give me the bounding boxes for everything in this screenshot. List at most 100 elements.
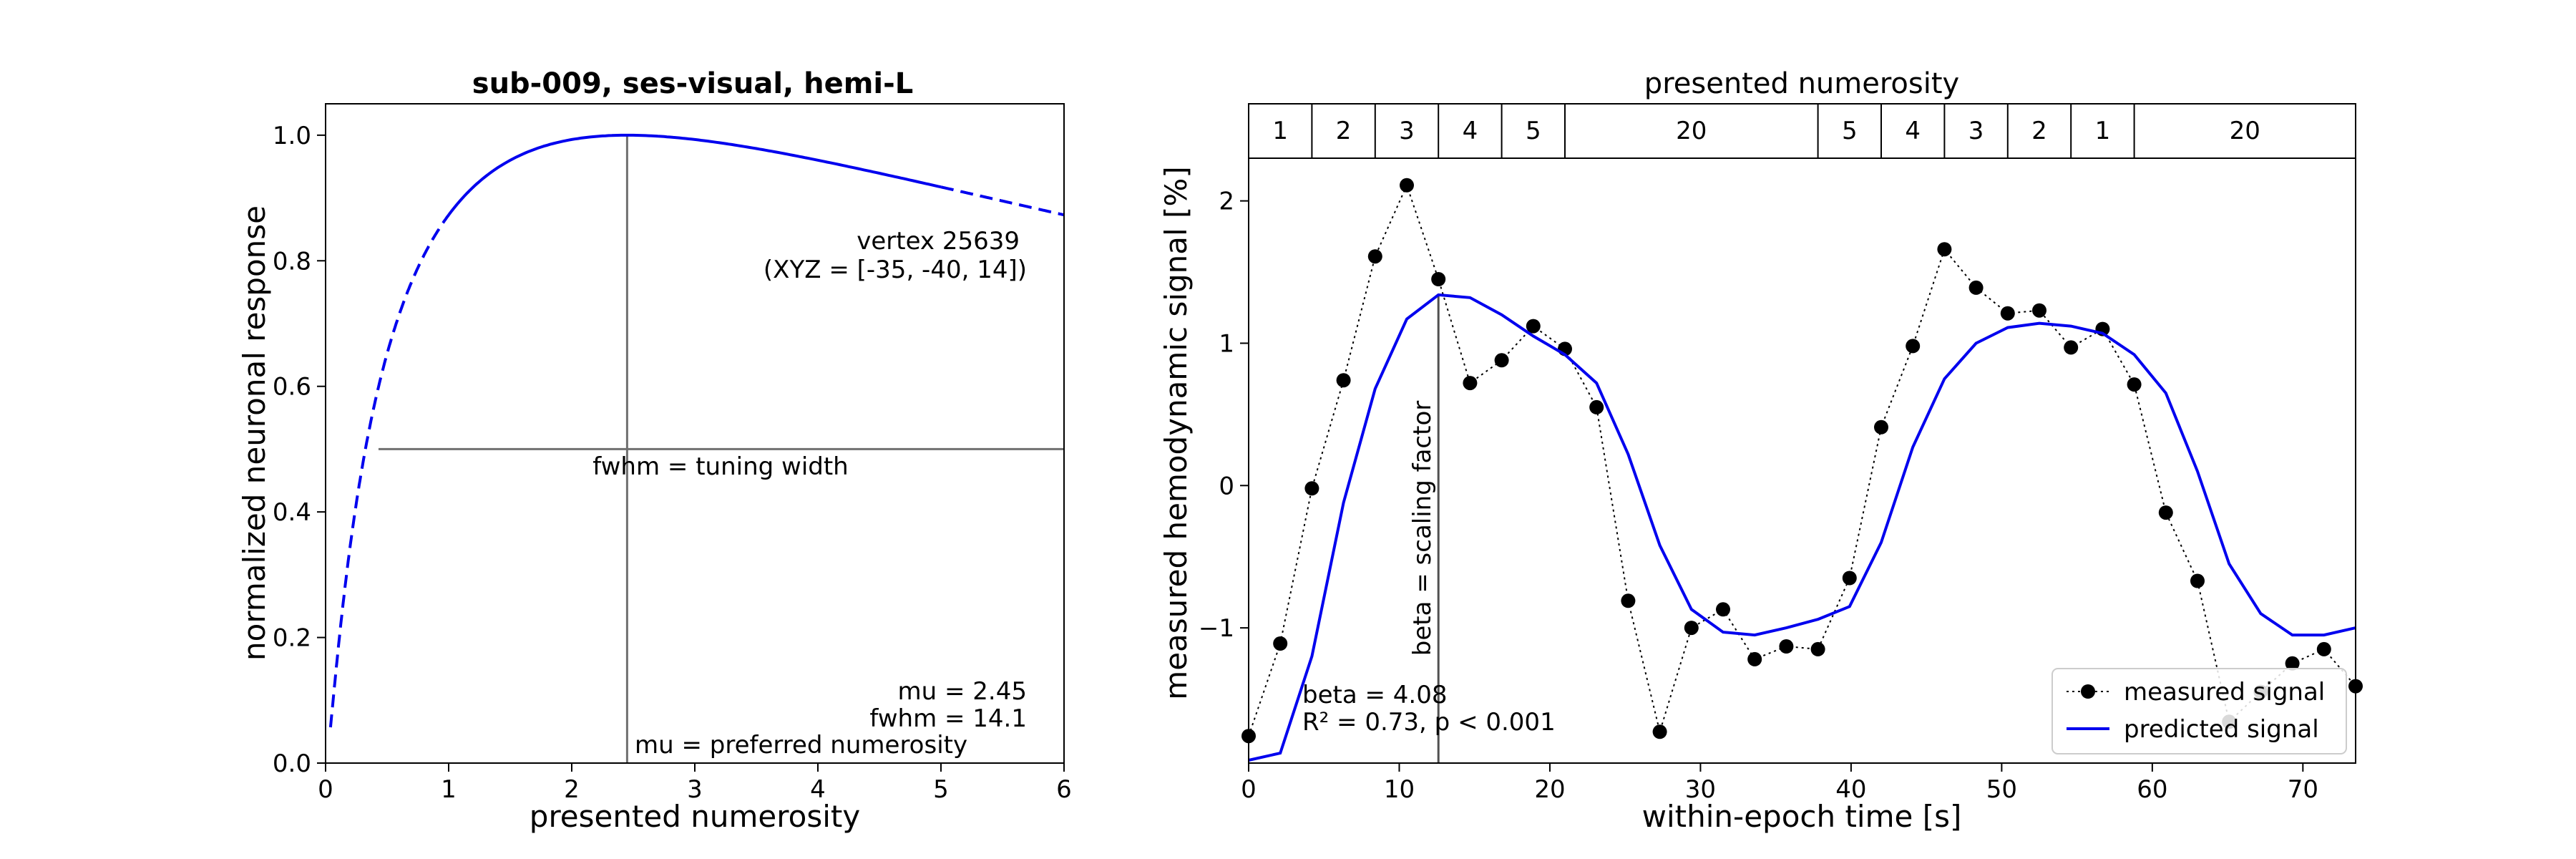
left-y-tick-label: 0.0 [273, 749, 311, 778]
legend-box [2051, 668, 2347, 754]
right-x-tick-label: 0 [1241, 775, 1257, 804]
measured-signal-point [1652, 724, 1667, 739]
measured-signal-point [1937, 242, 1952, 257]
left-x-tick-label: 5 [933, 775, 949, 804]
left-y-tick-label: 0.8 [273, 247, 311, 276]
right-x-ticks: 0 10 20 30 40 50 60 70 [1241, 763, 2318, 804]
right-y-tick-label: 1 [1219, 329, 1234, 358]
measured-signal-point [1431, 272, 1446, 286]
measured-signal-point [1400, 178, 1414, 193]
numerosity-block-label: 20 [2230, 117, 2260, 145]
measured-signal-point [2285, 656, 2300, 671]
measured-signal-line [1248, 183, 2356, 737]
measured-signal-points [1241, 178, 2363, 744]
measured-signal-point [1526, 319, 1541, 334]
measured-signal-point [1494, 353, 1509, 368]
right-x-tick-label: 30 [1685, 775, 1716, 804]
measured-signal-point [1747, 651, 1762, 666]
numerosity-block-label: 2 [2031, 117, 2047, 145]
fwhm-value: fwhm = 14.1 [869, 704, 1027, 733]
left-y-tick-label: 0.6 [273, 373, 311, 402]
measured-signal-point [2000, 306, 2015, 321]
numerosity-block-label: 3 [1968, 117, 1984, 145]
legend-measured-swatch-marker [2081, 684, 2095, 699]
numerosity-block-label: 4 [1463, 117, 1478, 145]
right-x-tick-label: 40 [1835, 775, 1866, 804]
measured-signal-point [2064, 340, 2079, 355]
tuning-curve-dashed-left [328, 214, 450, 728]
right-chart-title: presented numerosity [1644, 67, 1959, 100]
numerosity-strip: 1 2 3 4 5 20 5 4 3 2 1 20 [1272, 104, 2260, 158]
left-chart-title: sub-009, ses-visual, hemi-L [472, 67, 913, 100]
measured-signal-point [1779, 639, 1794, 654]
measured-signal-point [2032, 303, 2046, 318]
measured-signal-point [1589, 399, 1604, 414]
left-x-axis-label: presented numerosity [530, 799, 860, 834]
right-x-axis-label: within-epoch time [s] [1642, 799, 1962, 834]
numerosity-block-label: 5 [1526, 117, 1541, 145]
measured-signal-point [1810, 641, 1825, 656]
numerosity-block-label: 20 [1676, 117, 1707, 145]
measured-signal-point [1367, 249, 1382, 264]
left-y-ticks: 0.0 0.2 0.4 0.6 0.8 1.0 [273, 122, 326, 778]
measured-signal-point [1463, 376, 1478, 391]
measured-signal-point [1273, 636, 1288, 651]
predicted-signal-line [1248, 293, 2356, 762]
left-x-tick-label: 0 [318, 775, 333, 804]
measured-signal-point [1968, 280, 1984, 295]
left-y-axis-label: normalized neuronal response [237, 205, 272, 661]
beta-value: beta = 4.08 [1302, 681, 1447, 709]
mu-value: mu = 2.45 [898, 677, 1027, 706]
mu-description: mu = preferred numerosity [635, 731, 967, 759]
numerosity-block-label: 5 [1842, 117, 1858, 145]
measured-signal-point [1842, 571, 1857, 586]
measured-signal-point [2190, 573, 2205, 588]
scaling-description: beta = scaling factor [1408, 401, 1437, 656]
left-y-tick-label: 0.4 [273, 498, 311, 527]
measured-signal-point [1621, 593, 1636, 608]
numerosity-block-label: 1 [1272, 117, 1288, 145]
left-x-tick-label: 1 [441, 775, 457, 804]
left-x-tick-label: 3 [687, 775, 703, 804]
numerosity-block-label: 3 [1399, 117, 1415, 145]
measured-signal-point [1336, 373, 1351, 388]
left-x-ticks: 0 1 2 3 4 5 6 [318, 763, 1072, 804]
measured-signal-point [1716, 602, 1730, 617]
left-x-tick-label: 6 [1056, 775, 1072, 804]
right-y-tick-label: 2 [1219, 188, 1234, 216]
measured-signal-point [2316, 641, 2331, 656]
left-y-tick-label: 0.2 [273, 624, 311, 653]
right-y-axis-label: measured hemodynamic signal [%] [1158, 166, 1194, 699]
measured-signal-point [1684, 621, 1699, 636]
right-x-tick-label: 50 [1986, 775, 2017, 804]
signal-panel: presented numerosity 1 2 3 4 5 20 5 4 3 2 1 20 0 10 2… [1158, 67, 2363, 834]
measured-signal-point [1906, 339, 1921, 354]
vertex-label: vertex 25639 [857, 227, 1020, 256]
measured-signal-point [1874, 419, 1888, 435]
legend-measured-label: measured signal [2124, 678, 2325, 707]
right-plot-frame [1248, 157, 2356, 764]
numerosity-block-label: 4 [1905, 117, 1921, 145]
tuning-curve-dashed-right [940, 185, 1065, 217]
left-y-tick-label: 1.0 [273, 122, 311, 150]
right-x-tick-label: 10 [1384, 775, 1415, 804]
tuning-curve-solid [447, 133, 942, 216]
fwhm-description: fwhm = tuning width [592, 452, 848, 481]
left-x-tick-label: 4 [810, 775, 826, 804]
measured-signal-point [2158, 505, 2173, 520]
right-y-tick-label: 0 [1219, 472, 1234, 500]
left-x-tick-label: 2 [564, 775, 580, 804]
right-y-ticks: −1 0 1 2 [1199, 188, 1249, 643]
numerosity-block-label: 1 [2095, 117, 2111, 145]
measured-signal-point [2127, 377, 2142, 392]
vertex-coordinates: (XYZ = [-35, -40, 14]) [763, 256, 1027, 284]
right-x-tick-label: 20 [1534, 775, 1565, 804]
numerosity-block-label: 2 [1336, 117, 1352, 145]
fit-statistics: R² = 0.73, p < 0.001 [1302, 708, 1556, 737]
legend: measured signal predicted signal [2051, 668, 2347, 754]
right-y-tick-label: −1 [1199, 614, 1234, 643]
right-x-tick-label: 60 [2137, 775, 2167, 804]
measured-signal-point [1304, 481, 1319, 496]
